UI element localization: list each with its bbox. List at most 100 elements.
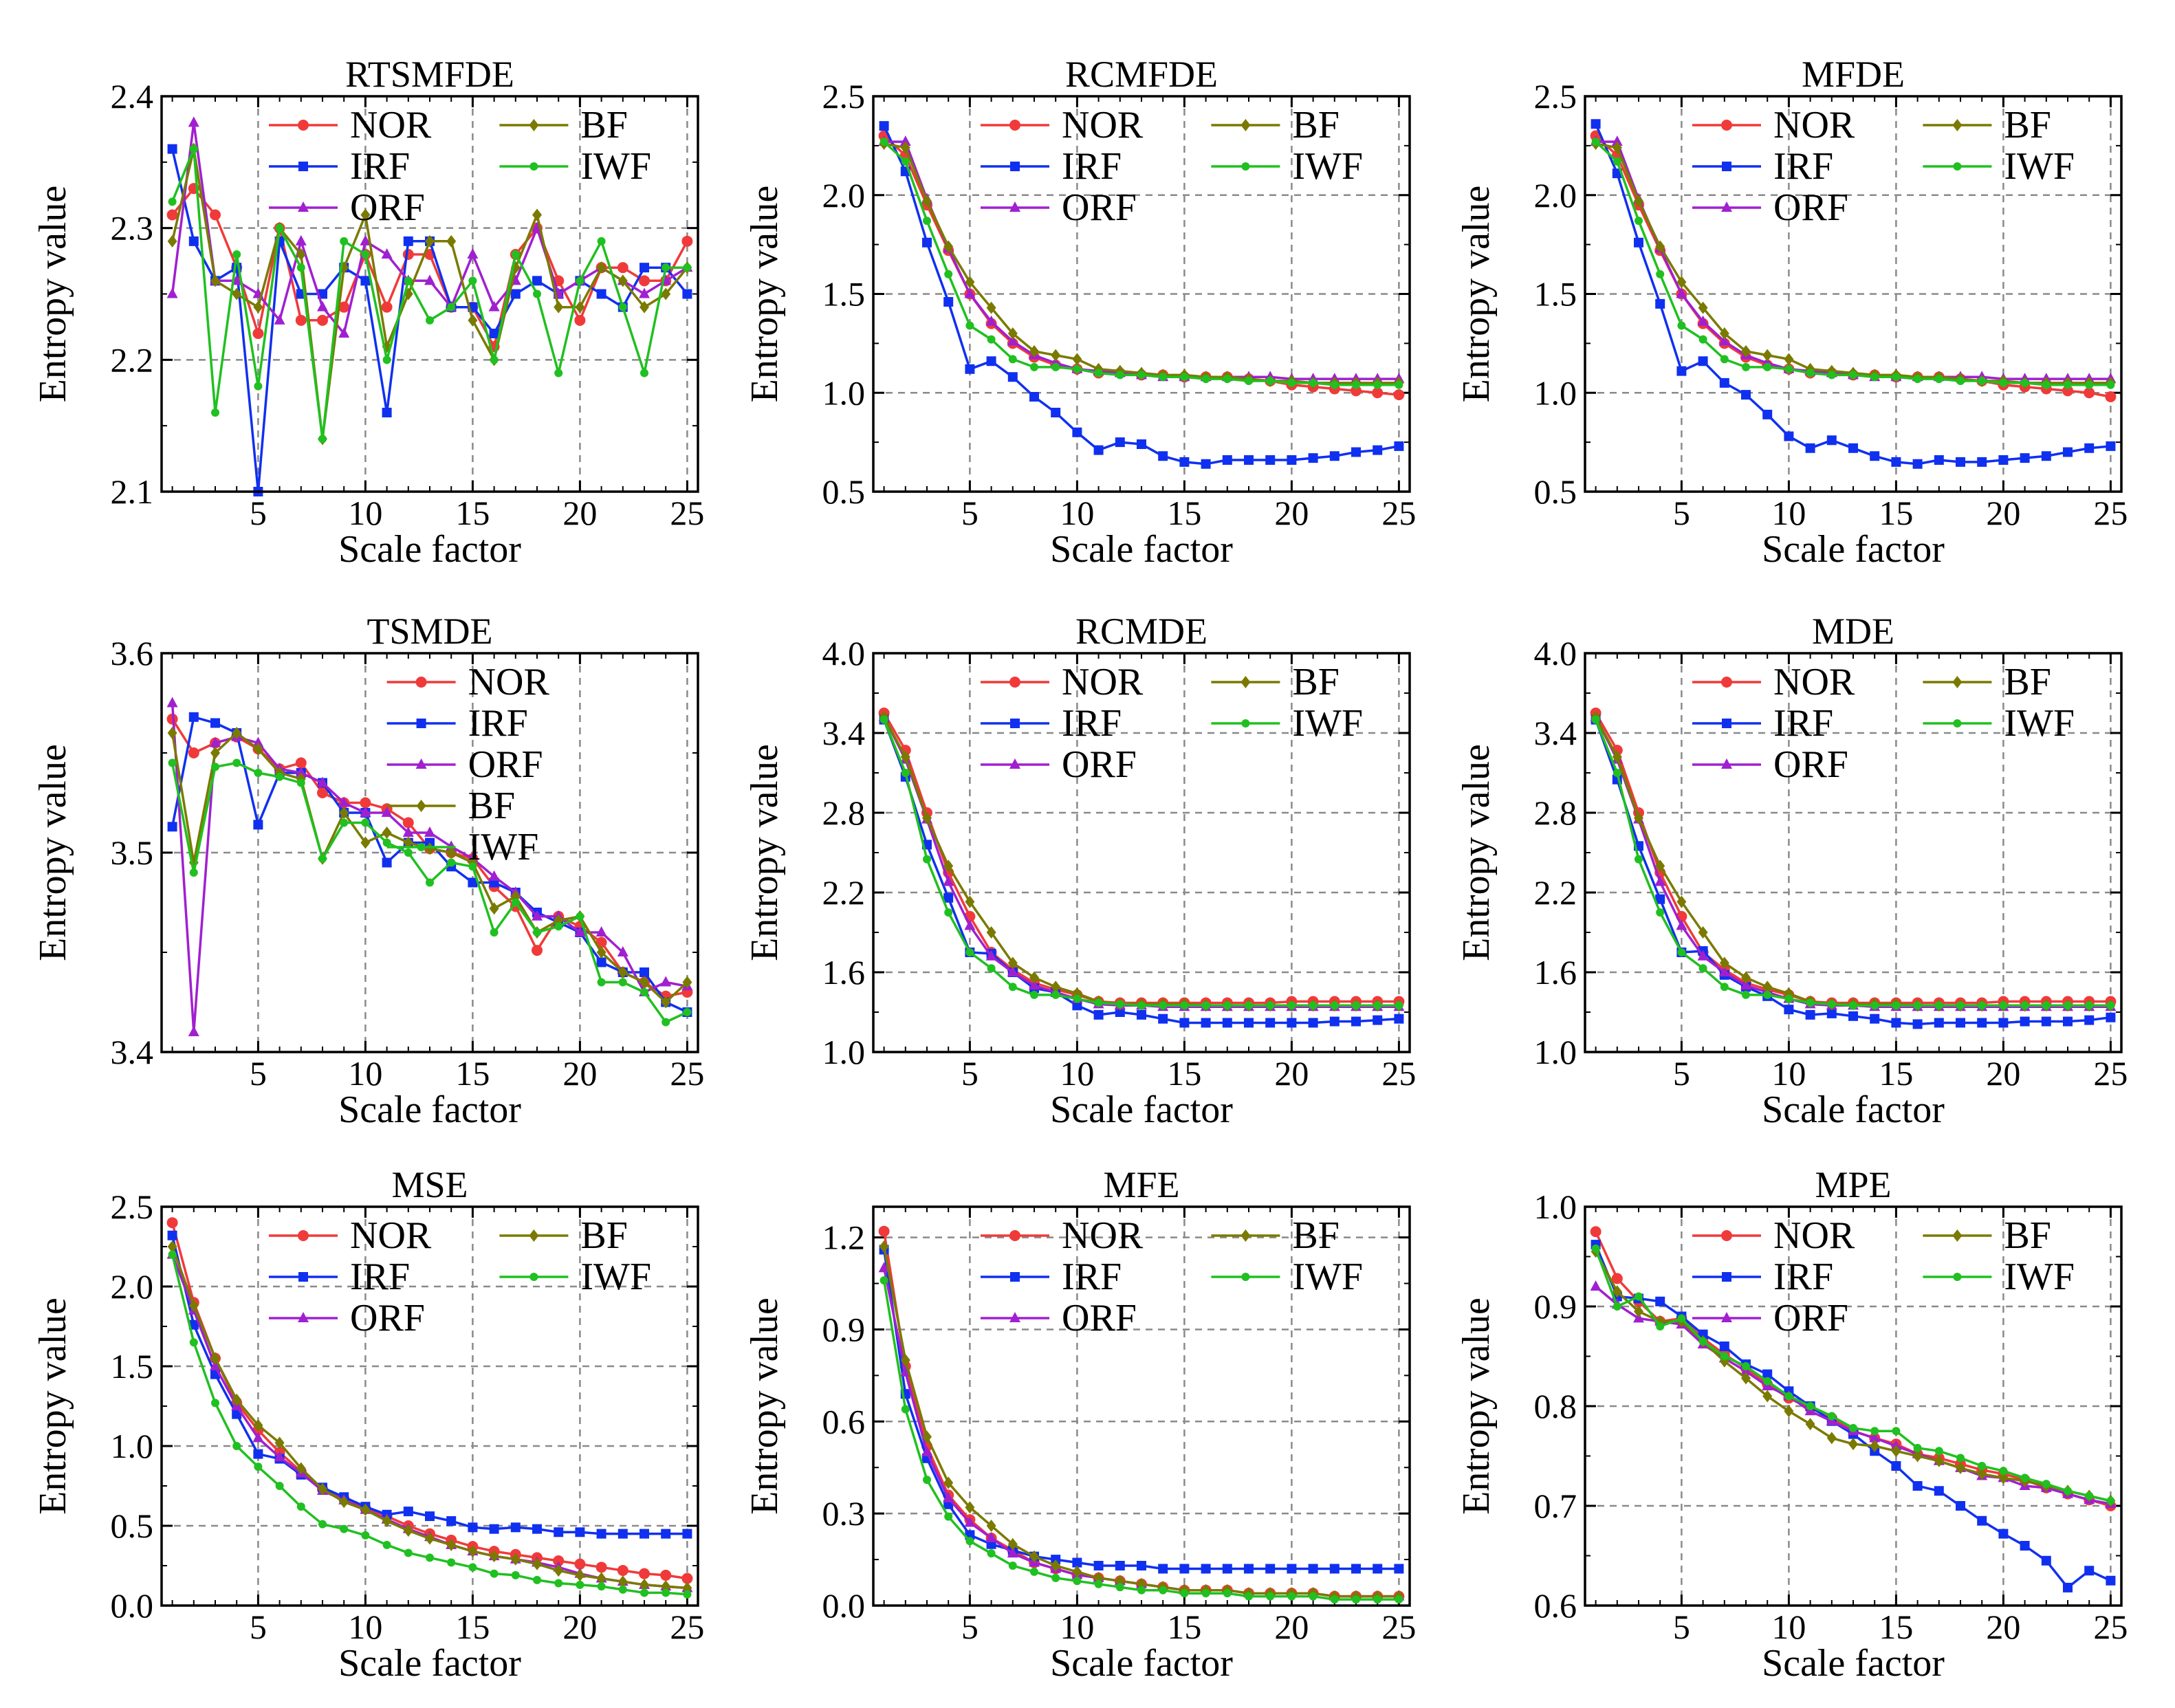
data-point-iwf <box>1892 373 1901 382</box>
legend-entry-bf: BF <box>1211 661 1340 703</box>
legend-marker-bf <box>529 1229 539 1242</box>
legend-label: ORF <box>1062 186 1137 229</box>
data-point-iwf <box>1266 377 1275 385</box>
data-point-iwf <box>554 1579 563 1588</box>
data-point-irf <box>879 121 889 131</box>
y-tick-label: 0.9 <box>822 1310 866 1348</box>
data-point-bf <box>1676 276 1687 289</box>
data-point-orf <box>964 287 976 298</box>
data-point-bf <box>922 195 932 208</box>
data-point-orf <box>617 946 629 956</box>
y-tick-label: 1.6 <box>822 953 866 992</box>
data-point-iwf <box>1287 378 1296 387</box>
legend-label: NOR <box>468 661 550 703</box>
data-point-orf <box>985 1531 997 1542</box>
legend-entry-iwf: IWF <box>1923 702 2075 745</box>
data-point-iwf <box>404 276 413 285</box>
data-point-nor <box>317 314 328 326</box>
y-tick-label: 1.5 <box>822 275 866 314</box>
data-point-bf <box>1741 971 1751 984</box>
data-point-iwf <box>211 408 219 417</box>
legend-marker-irf <box>1722 1272 1731 1282</box>
data-point-bf <box>1634 1305 1643 1318</box>
data-point-iwf <box>382 838 391 847</box>
legend-marker-orf <box>1009 1312 1020 1322</box>
legend-entry-iwf: IWF <box>499 1256 651 1298</box>
y-tick-label: 2.1 <box>111 472 154 511</box>
data-point-iwf <box>1806 1402 1815 1410</box>
data-point-irf <box>1287 1564 1297 1574</box>
data-point-irf <box>1222 1564 1232 1574</box>
data-point-irf <box>425 1511 435 1522</box>
data-point-nor <box>2084 387 2095 399</box>
data-point-irf <box>510 1522 521 1533</box>
legend-label: NOR <box>350 1214 432 1257</box>
chart-panel-mse: 5 10 15 20 25 0.0 0.5 1.0 1.5 2.0 2.5 MSE Scale fact… <box>32 1164 704 1685</box>
y-tick-label: 1.5 <box>1534 275 1577 314</box>
legend-marker-nor <box>1009 677 1020 688</box>
data-point-nor <box>639 1568 650 1579</box>
data-point-iwf <box>923 217 931 226</box>
data-point-bf <box>339 807 349 819</box>
legend-entry-nor: NOR <box>981 661 1144 703</box>
data-point-iwf <box>361 818 370 827</box>
data-point-bf <box>1612 750 1622 763</box>
data-point-irf <box>2041 1016 2051 1027</box>
x-tick-label: 15 <box>455 1054 490 1093</box>
data-point-iwf <box>987 335 996 344</box>
data-point-iwf <box>1849 371 1857 380</box>
data-point-iwf <box>340 1524 349 1533</box>
y-tick-label: 4.0 <box>822 634 866 672</box>
data-point-orf <box>1007 1547 1018 1558</box>
data-point-irf <box>1029 392 1039 402</box>
data-point-iwf <box>361 250 370 259</box>
data-point-bf <box>1719 956 1729 970</box>
x-axis-label: Scale factor <box>338 1642 521 1685</box>
plot-frame <box>160 1205 699 1607</box>
data-point-iwf <box>1677 321 1686 330</box>
y-tick-label: 0.5 <box>1534 472 1577 511</box>
data-point-orf <box>381 248 393 259</box>
legend-entry-irf: IRF <box>981 702 1122 745</box>
data-point-iwf <box>1115 1583 1124 1592</box>
data-point-iwf <box>447 1558 456 1567</box>
data-point-nor <box>317 787 328 798</box>
data-point-bf <box>232 1393 242 1406</box>
y-tick-label: 2.4 <box>111 77 154 116</box>
data-point-iwf <box>2106 1496 2115 1505</box>
data-point-nor <box>210 209 221 221</box>
data-point-iwf <box>1180 1001 1189 1010</box>
legend-label: NOR <box>1062 1214 1144 1257</box>
data-point-nor <box>2062 385 2073 397</box>
legend-marker-nor <box>298 1230 309 1241</box>
data-point-bf <box>232 727 242 739</box>
data-point-iwf <box>2020 378 2029 387</box>
data-point-irf <box>1351 447 1361 457</box>
data-point-iwf <box>965 1537 974 1546</box>
series-line-bf <box>1595 716 2111 1007</box>
series-bf <box>879 710 1404 1012</box>
data-point-iwf <box>965 321 974 330</box>
data-point-orf <box>1740 979 1751 990</box>
data-point-iwf <box>1827 371 1836 380</box>
data-point-orf <box>188 1026 199 1036</box>
data-point-bf <box>900 1354 910 1367</box>
y-tick-label: 1.2 <box>822 1218 866 1257</box>
data-point-iwf <box>2106 380 2115 389</box>
data-point-irf <box>1698 356 1708 366</box>
data-point-irf <box>1826 1008 1837 1018</box>
data-point-irf <box>1072 1557 1082 1568</box>
chart-title: TSMDE <box>367 611 492 652</box>
data-point-bf <box>922 811 932 824</box>
series-line-nor <box>883 712 1399 1005</box>
data-point-bf <box>360 1503 371 1516</box>
y-tick-label: 0.5 <box>111 1507 154 1545</box>
y-axis-label: Entropy value <box>1455 1298 1498 1515</box>
data-point-iwf <box>404 1548 413 1557</box>
legend-label: NOR <box>1773 104 1855 146</box>
data-point-irf <box>2063 447 2073 457</box>
data-point-irf <box>510 289 521 299</box>
